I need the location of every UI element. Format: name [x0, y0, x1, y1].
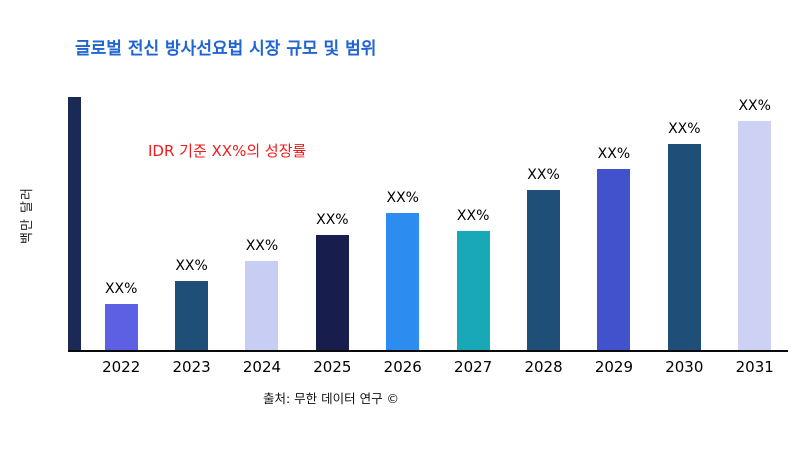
bar-group-2027: XX%: [451, 208, 495, 350]
bar-value-label-2025: XX%: [316, 212, 349, 228]
bar-group-2029: XX%: [592, 146, 636, 350]
bar-group-2028: XX%: [522, 167, 566, 350]
bar-2027: [456, 231, 490, 350]
x-tick-2024: 2024: [242, 358, 282, 376]
bar-group-2030: XX%: [662, 121, 706, 350]
y-axis-label: 백만 달러: [19, 186, 35, 244]
x-tick-2027: 2027: [454, 358, 493, 376]
bar-value-label-2031: XX%: [738, 98, 771, 114]
x-tick-2026: 2026: [383, 358, 422, 376]
bar-value-label-2028: XX%: [527, 167, 560, 183]
bar-value-label-2026: XX%: [386, 190, 419, 206]
chart-title: 글로벌 전신 방사선요법 시장 규모 및 범위: [75, 39, 377, 59]
x-axis-tick-labels: 2022 2023 2024 2025 2026 2027 2028 2029 2030 2031: [86, 358, 790, 376]
bar-2031: [738, 121, 772, 350]
bar-value-label-2029: XX%: [597, 146, 631, 162]
bar-value-label-2022: XX%: [104, 281, 138, 297]
bar-2030: [667, 144, 701, 350]
bar-group-2022: XX%: [99, 281, 143, 350]
bar-2029: [597, 169, 631, 350]
bar-value-label-2024: XX%: [245, 238, 279, 254]
bar-2026: [386, 213, 420, 350]
bar-2028: [527, 190, 561, 350]
bar-group-2025: XX%: [310, 212, 354, 350]
y-axis-bar: [68, 97, 81, 350]
bar-2024: [245, 261, 279, 350]
x-tick-2029: 2029: [594, 358, 634, 376]
bar-value-label-2023: XX%: [175, 258, 208, 274]
x-tick-2025: 2025: [313, 358, 352, 376]
x-tick-2031: 2031: [735, 358, 774, 376]
x-tick-2030: 2030: [665, 358, 704, 376]
bar-value-label-2030: XX%: [668, 121, 701, 137]
bar-group-2023: XX%: [170, 258, 214, 350]
bar-2022: [104, 304, 138, 350]
bar-value-label-2027: XX%: [456, 208, 490, 224]
source-text: 출처: 무한 데이터 연구 ©: [262, 391, 400, 406]
bar-2025: [315, 235, 349, 350]
x-tick-2028: 2028: [524, 358, 563, 376]
bar-group-2024: XX%: [240, 238, 284, 350]
x-axis-line: [68, 350, 788, 352]
growth-annotation: IDR 기준 XX%의 성장률: [148, 142, 307, 160]
bars: XX% XX% XX% XX% XX% XX% XX% XX% XX% XX%: [86, 98, 790, 350]
bar-group-2026: XX%: [381, 190, 425, 350]
x-tick-2023: 2023: [172, 358, 211, 376]
x-tick-2022: 2022: [102, 358, 141, 376]
bar-group-2031: XX%: [733, 98, 777, 350]
bar-2023: [175, 281, 209, 350]
y-axis-label-wrap: 백만 달러: [14, 110, 36, 320]
